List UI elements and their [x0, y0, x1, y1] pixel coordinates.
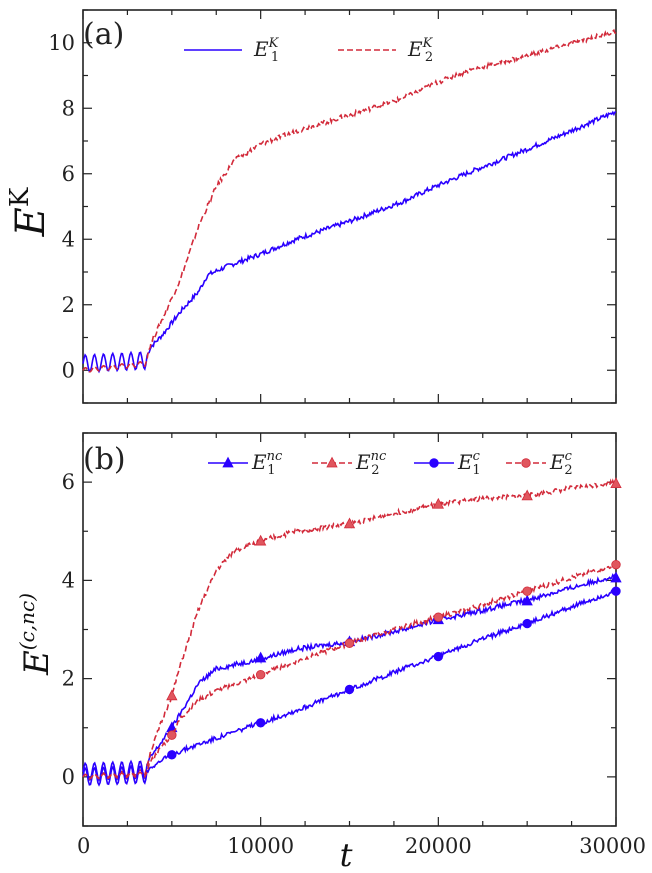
data-point	[255, 718, 266, 728]
y-tick-label: 2	[62, 293, 75, 317]
legend-label: Ec 2	[549, 449, 573, 478]
panel-b-legend: Enc 1 Enc 2 Ec 1 Ec 2	[208, 449, 573, 478]
legend-label: EK 2	[407, 36, 434, 65]
series-line-a-1	[82, 28, 617, 373]
legend-marker	[521, 458, 531, 468]
data-point	[521, 594, 533, 606]
y-tick-label: 0	[62, 765, 75, 789]
data-point	[610, 477, 622, 488]
x-tick-label: 10000	[227, 834, 294, 858]
y-tick-label: 2	[62, 667, 75, 691]
series-line-a-0	[82, 110, 617, 374]
data-point	[610, 571, 622, 583]
legend-label: Enc 2	[355, 449, 387, 478]
data-point	[433, 651, 444, 662]
data-point	[255, 669, 266, 680]
y-tick-label: 0	[62, 358, 75, 382]
data-point	[344, 638, 355, 648]
data-point	[432, 497, 444, 509]
data-point	[167, 750, 177, 760]
legend-label: Enc 1	[251, 449, 283, 478]
y-tick-label: 10	[48, 31, 75, 55]
data-point	[255, 651, 267, 663]
panel-a-ylabel-base: E	[8, 207, 54, 237]
data-point	[522, 618, 532, 629]
data-point	[433, 612, 444, 622]
y-tick-label: 8	[62, 96, 75, 120]
data-point	[166, 689, 178, 701]
panel-a-ylabel-sup: K	[5, 187, 35, 207]
panel-a-label: (a)	[83, 17, 124, 52]
panel-b: 0 2 4 6 0 10000 20000 30000 (b) E(c,nc) t Enc 1…	[15, 432, 646, 873]
x-tick-label: 0	[77, 834, 90, 858]
legend-marker	[429, 458, 439, 468]
series-line-b-3	[82, 562, 617, 780]
panel-a-legend: EK 1 EK 2	[184, 36, 434, 65]
y-tick-label: 6	[62, 470, 75, 494]
y-tick-label: 4	[62, 227, 75, 251]
legend-label: Ec 1	[457, 449, 481, 478]
svg-text:E(c,nc): E(c,nc)	[15, 593, 57, 676]
panel-a: 0 2 4 6 8 10 (a) EK EK 1 EK 2	[5, 9, 617, 404]
y-tick-label: 6	[62, 162, 75, 186]
panel-b-ylabel-base: E	[17, 650, 57, 676]
y-tick-label: 4	[62, 568, 75, 592]
svg-text:EK: EK	[5, 187, 54, 237]
data-point	[344, 684, 355, 695]
panel-a-frame	[82, 9, 617, 404]
panel-b-ylabel: E(c,nc)	[15, 593, 57, 676]
x-tick-label: 20000	[405, 834, 472, 858]
panel-b-frame	[82, 432, 617, 827]
legend-marker	[326, 456, 338, 468]
data-point	[611, 559, 621, 570]
x-tick-label: 30000	[579, 834, 646, 858]
legend-label: EK 1	[253, 36, 280, 65]
data-point	[521, 489, 533, 501]
legend-marker	[222, 456, 234, 468]
panel-b-label: (b)	[83, 442, 126, 477]
x-axis-label: t	[340, 836, 353, 873]
panel-b-ylabel-sup: (c,nc)	[15, 593, 39, 650]
panel-a-ylabel: EK	[5, 187, 54, 237]
data-point	[343, 517, 356, 529]
series-line-b-0	[82, 573, 617, 782]
data-point	[522, 586, 532, 596]
data-point	[167, 730, 177, 740]
data-point	[611, 586, 621, 596]
data-point	[255, 534, 267, 546]
